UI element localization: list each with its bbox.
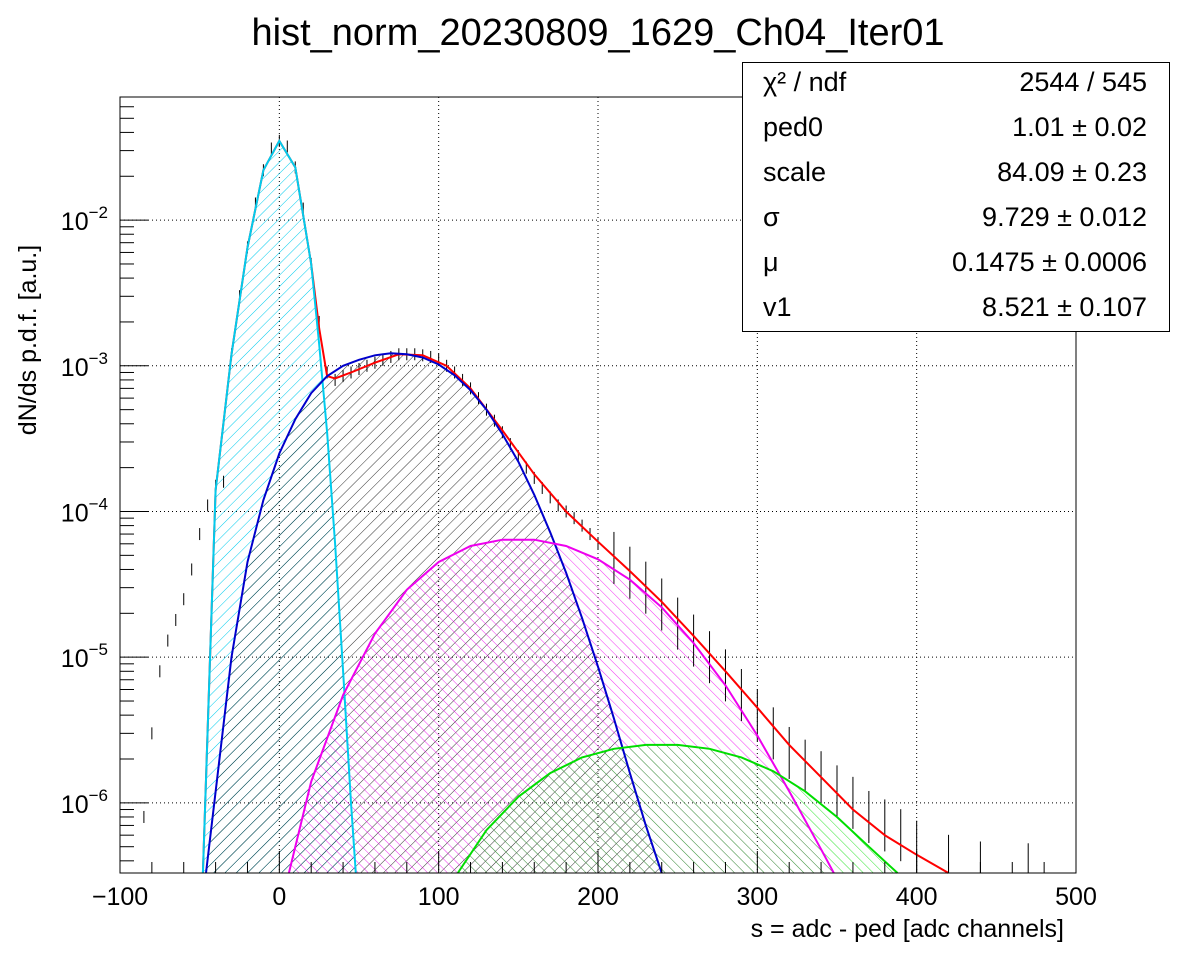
stat-name: σ	[763, 202, 780, 232]
stat-value: 0.1475 ± 0.0006	[952, 247, 1147, 277]
fill-layer	[202, 140, 898, 874]
label-layer: −100 0 100 200 300 400 500 10−6 10−5 10−4 10−3 10−2	[61, 203, 1097, 911]
series-line-3	[287, 538, 835, 874]
y-tick-label: 10−6	[61, 786, 108, 819]
chart-title: hist_norm_20230809_1629_Ch04_Iter01	[251, 12, 945, 54]
stat-value: 2544 / 545	[1019, 67, 1147, 97]
stat-value: 84.09 ± 0.23	[997, 157, 1147, 187]
x-axis-title: s = adc - ped [adc channels]	[751, 915, 1064, 943]
curve-layer	[201, 138, 949, 874]
x-tick-label: 500	[1055, 883, 1097, 911]
x-tick-label: 300	[736, 883, 778, 911]
x-tick-label: 400	[896, 883, 938, 911]
y-tick-label: 10−3	[61, 349, 108, 382]
stat-row: v1 8.521 ± 0.107	[743, 288, 1169, 333]
fit-stats-box: χ² / ndf 2544 / 545 ped0 1.01 ± 0.02 scale 84…	[742, 62, 1170, 332]
series-line-1	[201, 138, 357, 874]
stat-value: 9.729 ± 0.012	[982, 202, 1147, 232]
stat-name: χ² / ndf	[763, 67, 847, 97]
stat-name: ped0	[763, 112, 824, 142]
stat-value: 1.01 ± 0.02	[1012, 112, 1147, 142]
stat-row: χ² / ndf 2544 / 545	[743, 63, 1169, 108]
x-tick-label: 200	[577, 883, 619, 911]
x-tick-label: 100	[418, 883, 460, 911]
y-tick-label: 10−2	[61, 203, 108, 236]
stat-name: v1	[763, 292, 792, 322]
series-line-2	[205, 352, 663, 874]
stat-row: ped0 1.01 ± 0.02	[743, 108, 1169, 153]
stat-row: σ 9.729 ± 0.012	[743, 198, 1169, 243]
stat-value: 8.521 ± 0.107	[982, 292, 1147, 322]
y-axis-title: dN/ds p.d.f. [a.u.]	[14, 245, 42, 435]
x-tick-label: −100	[92, 883, 148, 911]
stat-row: μ 0.1475 ± 0.0006	[743, 243, 1169, 288]
series-line-4	[456, 743, 899, 874]
y-tick-label: 10−5	[61, 640, 108, 673]
stat-name: scale	[763, 157, 827, 187]
stat-row: scale 84.09 ± 0.23	[743, 153, 1169, 198]
stat-name: μ	[763, 247, 779, 277]
tick-layer	[119, 96, 1077, 873]
series-fill-4	[457, 744, 898, 873]
x-tick-label: 0	[272, 883, 286, 911]
y-tick-label: 10−4	[61, 494, 108, 527]
